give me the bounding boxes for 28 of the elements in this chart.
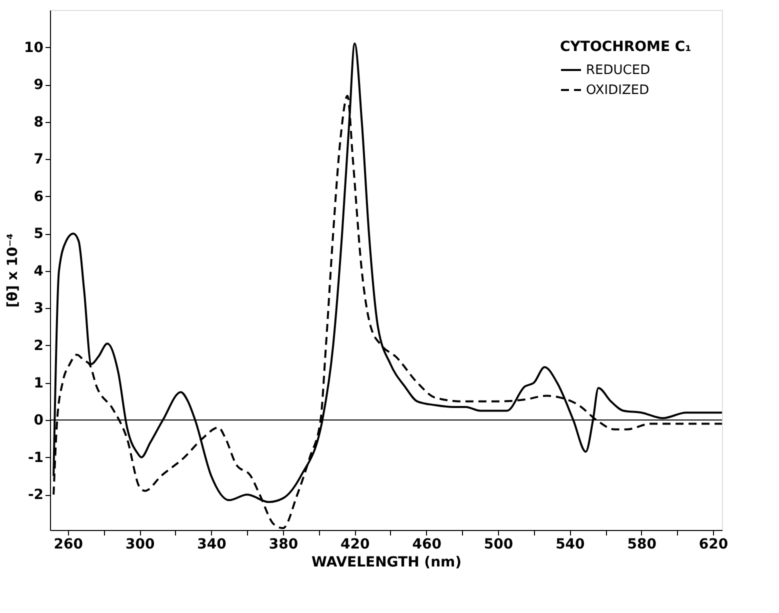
x-tick-label: 300	[125, 536, 155, 552]
x-tick-label: 460	[412, 536, 442, 552]
y-tick-label: 2	[34, 338, 44, 354]
x-tick-label: 380	[268, 536, 298, 552]
y-tick-label: 6	[34, 188, 44, 205]
y-tick-label: -1	[28, 450, 44, 466]
legend-title: CYTOCHROME C₁	[560, 39, 692, 55]
x-tick-label: 500	[484, 536, 514, 552]
y-tick-label: 0	[34, 412, 44, 429]
y-tick-label: 5	[34, 226, 44, 242]
y-tick-label: 3	[34, 300, 44, 317]
y-tick-label: -2	[28, 487, 44, 504]
legend-label: OXIDIZED	[586, 83, 650, 98]
x-tick-label: 340	[197, 536, 227, 552]
y-axis-title: [θ] x 10⁻⁴	[5, 233, 22, 308]
x-tick-label: 420	[340, 536, 370, 552]
x-tick-label: 580	[627, 536, 657, 552]
y-tick-label: 8	[34, 114, 44, 130]
x-tick-label: 540	[556, 536, 586, 552]
y-tick-label: 9	[34, 77, 44, 94]
x-tick-label: 620	[698, 536, 728, 552]
x-tick-label: 260	[54, 536, 84, 552]
y-tick-label: 10	[24, 40, 44, 56]
x-axis-title: WAVELENGTH (nm)	[311, 554, 462, 570]
legend-label: REDUCED	[586, 63, 650, 78]
y-tick-label: 4	[34, 263, 44, 280]
y-tick-label: 7	[34, 152, 44, 168]
y-tick-label: 1	[34, 375, 44, 392]
